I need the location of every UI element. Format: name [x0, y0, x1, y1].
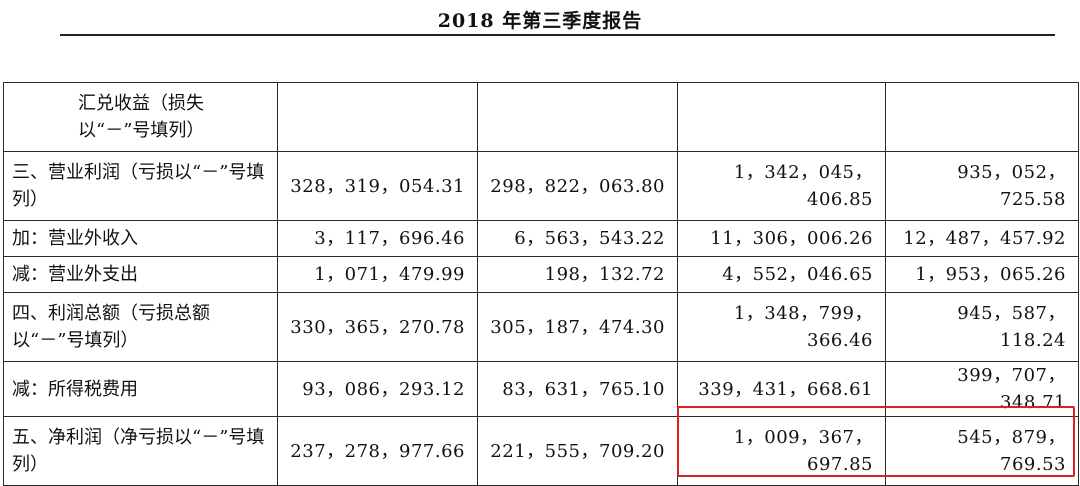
- income-statement-table: 汇兑收益（损失以“－”号填列） 三、营业利润（亏损以“－”号填列） 328，31…: [3, 82, 1079, 486]
- value-cell: 305，187，474.30: [477, 292, 678, 362]
- value-cell: 6，563，543.22: [477, 220, 678, 257]
- report-title: 2018 年第三季度报告: [437, 10, 643, 32]
- table-row-operating-profit: 三、营业利润（亏损以“－”号填列） 328，319，054.31 298，822…: [3, 151, 1079, 221]
- value-cell: 339，431，668.61: [677, 361, 886, 417]
- value-cell: 935，052，725.58: [885, 151, 1079, 221]
- value-cell: 93，086，293.12: [277, 361, 478, 417]
- value-cell: 237，278，977.66: [277, 416, 478, 486]
- table-row-non-operating-expense: 减：营业外支出 1，071，479.99 198，132.72 4，552，04…: [3, 256, 1079, 293]
- value-cell: 3，117，696.46: [277, 220, 478, 257]
- value-cell: 330，365，270.78: [277, 292, 478, 362]
- value-cell: 198，132.72: [477, 256, 678, 293]
- value-cell: [477, 82, 678, 152]
- value-cell: 1，348，799，366.46: [677, 292, 886, 362]
- row-label: 四、利润总额（亏损总额以“－”号填列）: [3, 292, 278, 362]
- value-cell: 945，587，118.24: [885, 292, 1079, 362]
- value-cell: 83，631，765.10: [477, 361, 678, 417]
- row-label: 汇兑收益（损失以“－”号填列）: [3, 82, 278, 152]
- value-cell: [677, 82, 886, 152]
- value-cell: 298，822，063.80: [477, 151, 678, 221]
- value-cell: 1，009，367，697.85: [677, 416, 886, 486]
- value-cell: 221，555，709.20: [477, 416, 678, 486]
- value-cell: [885, 82, 1079, 152]
- value-cell: 1，953，065.26: [885, 256, 1079, 293]
- value-cell: 328，319，054.31: [277, 151, 478, 221]
- table-row-fx-gain: 汇兑收益（损失以“－”号填列）: [3, 82, 1079, 152]
- value-cell: 4，552，046.65: [677, 256, 886, 293]
- value-cell: 399，707，348.71: [885, 361, 1079, 417]
- row-label: 减：所得税费用: [3, 361, 278, 417]
- row-label: 减：营业外支出: [3, 256, 278, 293]
- table-row-non-operating-income: 加：营业外收入 3，117，696.46 6，563，543.22 11，306…: [3, 220, 1079, 257]
- value-cell: [277, 82, 478, 152]
- value-cell: 12，487，457.92: [885, 220, 1079, 257]
- title-divider: [60, 34, 1055, 36]
- table-row-total-profit: 四、利润总额（亏损总额以“－”号填列） 330，365，270.78 305，1…: [3, 292, 1079, 362]
- table-row-income-tax: 减：所得税费用 93，086，293.12 83，631，765.10 339，…: [3, 361, 1079, 417]
- row-label: 五、净利润（净亏损以“－”号填列）: [3, 416, 278, 486]
- value-cell: 11，306，006.26: [677, 220, 886, 257]
- table-row-net-profit: 五、净利润（净亏损以“－”号填列） 237，278，977.66 221，555…: [3, 416, 1079, 486]
- value-cell: 1，071，479.99: [277, 256, 478, 293]
- row-label: 三、营业利润（亏损以“－”号填列）: [3, 151, 278, 221]
- value-cell: 1，342，045，406.85: [677, 151, 886, 221]
- value-cell: 545，879，769.53: [885, 416, 1079, 486]
- row-label: 加：营业外收入: [3, 220, 278, 257]
